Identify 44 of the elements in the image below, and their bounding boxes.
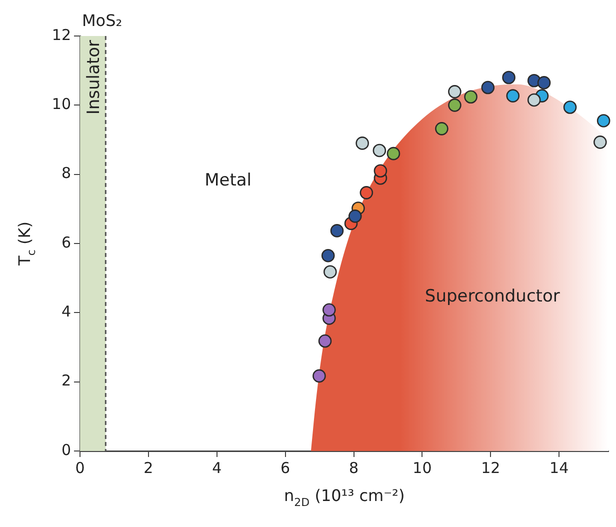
point <box>372 144 386 158</box>
point <box>506 89 520 102</box>
point <box>324 265 337 279</box>
point <box>356 136 369 150</box>
point <box>448 85 462 98</box>
point <box>527 93 541 107</box>
annotation: Metal <box>204 170 252 190</box>
y-tick-label: 4 <box>61 302 71 321</box>
series-label: Superconductor <box>424 286 560 307</box>
point <box>386 146 400 160</box>
point <box>330 224 344 238</box>
x-tick-label: 0 <box>75 458 85 477</box>
point <box>596 114 610 128</box>
point <box>435 122 448 136</box>
y-tick-label: 10 <box>52 95 71 114</box>
point <box>312 369 326 383</box>
y-tick-label: 8 <box>61 164 71 182</box>
y-tick-label: 2 <box>61 372 71 390</box>
x-tick-label: 2 <box>144 458 154 477</box>
point <box>448 98 462 112</box>
point <box>322 303 336 317</box>
point <box>374 164 388 178</box>
x-tick-label: 14 <box>550 458 569 477</box>
x-tick-label: 8 <box>348 458 359 477</box>
point <box>348 210 362 223</box>
point <box>464 90 478 104</box>
y-tick-label: 0 <box>61 440 71 459</box>
x-tick-label: 6 <box>280 458 290 477</box>
point <box>318 334 332 348</box>
y-axis-title: Tc (K) <box>15 222 38 266</box>
x-tick-label: 4 <box>212 458 222 477</box>
x-tick-label: 10 <box>412 458 432 477</box>
point <box>563 100 577 114</box>
point <box>481 80 495 94</box>
point <box>593 136 607 149</box>
point <box>321 248 335 262</box>
point <box>502 70 516 84</box>
point <box>537 76 551 90</box>
y-tick-label: 12 <box>52 26 71 44</box>
y-tick-label: 6 <box>61 233 71 252</box>
x-tick-label: 12 <box>481 458 500 477</box>
chart-title: MoS₂ <box>82 11 122 30</box>
band-label: Insulator <box>84 40 104 115</box>
point <box>360 186 374 200</box>
